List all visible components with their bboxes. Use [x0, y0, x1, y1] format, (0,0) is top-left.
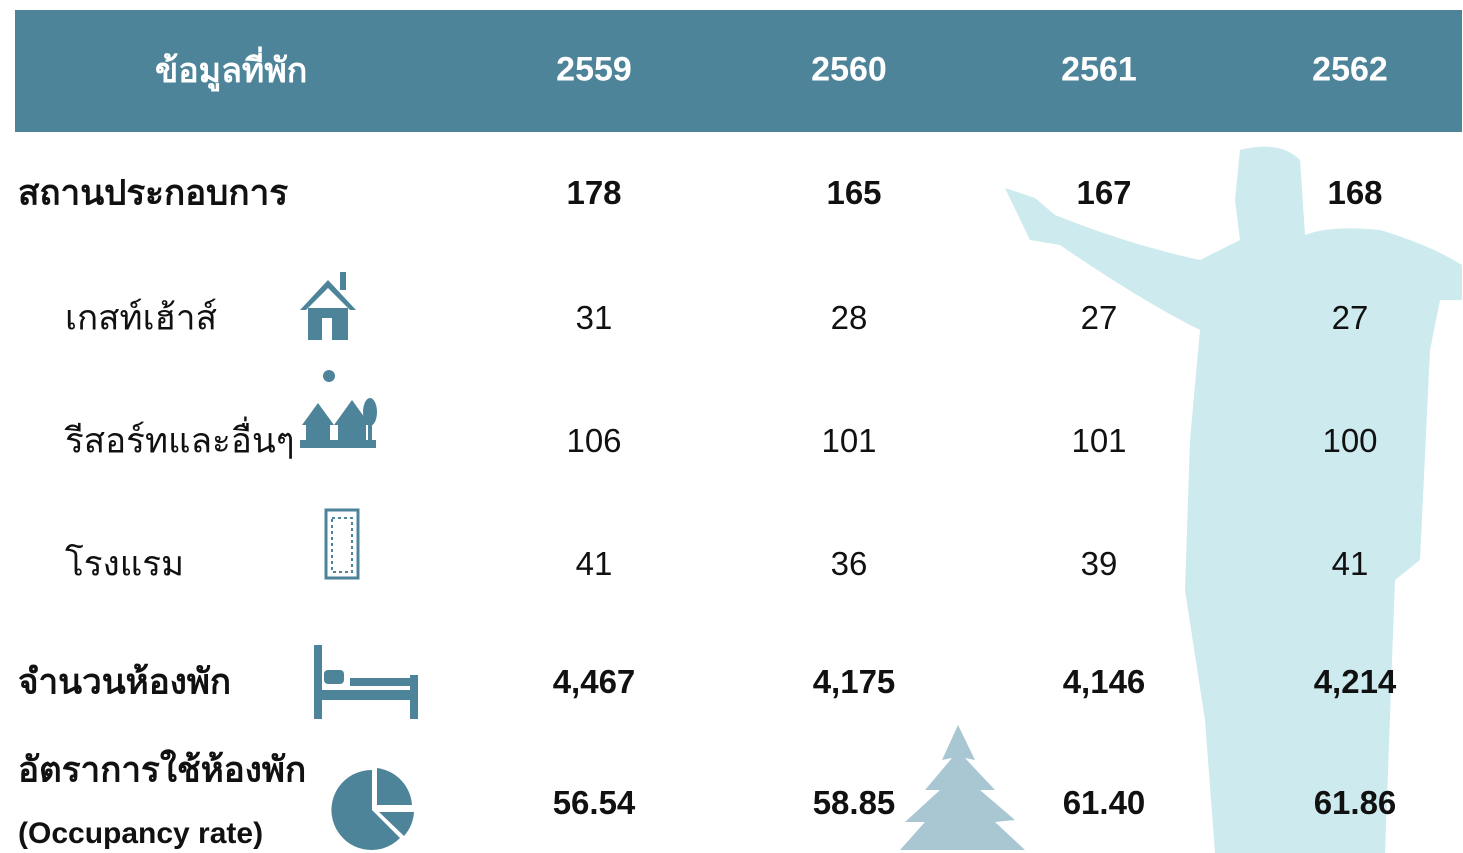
- pie-icon: [331, 768, 414, 850]
- cell-value: 27: [1331, 299, 1369, 336]
- row-label: เกสท์เฮ้าส์: [65, 298, 217, 338]
- resort-icon: [300, 370, 377, 448]
- cell-value: 61.86: [1313, 784, 1397, 821]
- traveler-silhouette: [1005, 146, 1462, 853]
- header-label: ข้อมูลที่พัก: [155, 52, 308, 90]
- cell-value: 168: [1327, 174, 1383, 211]
- tree: [900, 725, 1025, 850]
- header-bar: [15, 10, 1462, 132]
- row-label: โรงแรม: [65, 544, 185, 584]
- header-year: 2562: [1312, 50, 1388, 89]
- cell-value: 56.54: [552, 784, 636, 821]
- cell-value: 106: [566, 422, 622, 459]
- cell-value: 4,467: [552, 663, 636, 700]
- hotel-icon: [324, 508, 360, 580]
- cell-value: 58.85: [812, 784, 896, 821]
- row-label: สถานประกอบการ: [18, 173, 289, 213]
- cell-value: 101: [821, 422, 877, 459]
- cell-value: 61.40: [1062, 784, 1146, 821]
- row-label: อัตราการใช้ห้องพัก: [18, 750, 307, 790]
- cell-value: 165: [826, 174, 882, 211]
- cell-value: 41: [575, 545, 613, 582]
- cell-value: 41: [1331, 545, 1369, 582]
- cell-value: 36: [830, 545, 868, 582]
- cell-value: 167: [1076, 174, 1132, 211]
- cell-value: 27: [1080, 299, 1118, 336]
- cell-value: 31: [575, 299, 613, 336]
- header-year: 2561: [1061, 50, 1137, 89]
- bed-icon: [314, 645, 418, 719]
- header-year: 2559: [556, 50, 632, 89]
- cell-value: 101: [1071, 422, 1127, 459]
- cell-value: 4,214: [1313, 663, 1397, 700]
- cell-value: 4,175: [812, 663, 896, 700]
- cell-value: 39: [1080, 545, 1118, 582]
- row-label: จำนวนห้องพัก: [18, 662, 232, 702]
- row-sublabel: (Occupancy rate): [18, 817, 264, 850]
- cell-value: 100: [1322, 422, 1378, 459]
- cell-value: 28: [830, 299, 868, 336]
- row-label: รีสอร์ทและอื่นๆ: [65, 421, 295, 461]
- guesthouse-icon: [300, 272, 356, 340]
- header-year: 2560: [811, 50, 887, 89]
- cell-value: 4,146: [1062, 663, 1146, 700]
- cell-value: 178: [566, 174, 622, 211]
